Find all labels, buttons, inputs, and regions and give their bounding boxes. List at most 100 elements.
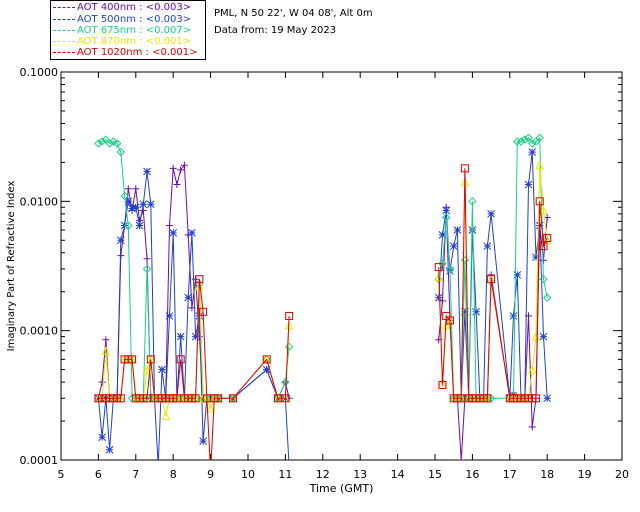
x-tick-label: 6: [95, 468, 102, 481]
data-point-aot-500nm: [528, 148, 537, 157]
data-point-aot-500nm: [442, 206, 451, 215]
legend-label: AOT 500nm : <0.003>: [77, 14, 192, 25]
legend-swatch: [53, 18, 75, 20]
data-point-aot-500nm: [191, 332, 200, 341]
x-tick-label: 10: [241, 468, 255, 481]
data-point-aot-500nm: [176, 332, 185, 341]
data-point-aot-500nm: [468, 226, 477, 234]
legend-label: AOT 675nm : <0.007>: [77, 25, 192, 36]
data-point-aot-1020nm: [116, 394, 125, 403]
data-point-aot-1020nm: [543, 234, 552, 243]
x-tick-label: 11: [278, 468, 292, 481]
y-tick-label: 0.0001: [20, 454, 59, 467]
data-point-aot-675nm: [468, 197, 477, 206]
legend-label: AOT 400nm : <0.003>: [77, 2, 192, 13]
data-point-aot-500nm: [513, 271, 522, 279]
site-info: PML, N 50 22', W 04 08', Alt 0m: [214, 8, 373, 19]
data-point-aot-400nm: [124, 185, 132, 193]
data-point-aot-870nm: [441, 320, 451, 330]
data-point-aot-500nm: [155, 462, 162, 469]
data-point-aot-1020nm: [146, 355, 155, 364]
data-point-aot-500nm: [169, 229, 178, 237]
x-axis-label: Time (GMT): [309, 482, 374, 495]
data-point-aot-675nm: [442, 213, 451, 222]
x-tick-label: 9: [207, 468, 214, 481]
data-point-aot-400nm: [165, 222, 173, 230]
x-tick-label: 8: [170, 468, 177, 481]
data-point-aot-675nm: [520, 135, 529, 144]
data-point-aot-400nm: [102, 336, 110, 344]
data-point-aot-400nm: [132, 185, 140, 193]
data-point-aot-400nm: [173, 180, 181, 188]
data-point-aot-675nm: [94, 139, 103, 148]
data-point-aot-1020nm: [531, 394, 540, 403]
plot-frame: [60, 71, 623, 461]
data-point-aot-870nm: [531, 331, 541, 341]
data-point-aot-500nm: [438, 231, 447, 239]
data-point-aot-675nm: [460, 256, 470, 265]
data-point-aot-1020nm: [487, 275, 496, 284]
series-line-aot-1020nm: [98, 168, 548, 460]
data-point-aot-1020nm: [262, 355, 271, 364]
data-point-aot-675nm: [539, 274, 548, 284]
data-point-aot-870nm: [284, 320, 294, 330]
data-point-aot-1020nm: [438, 381, 447, 390]
data-point-aot-1020nm: [460, 164, 469, 173]
data-point-aot-1020nm: [434, 263, 443, 272]
y-tick-label: 0.0010: [20, 325, 59, 338]
series-aot-400nm: [94, 161, 551, 460]
data-point-aot-675nm: [124, 221, 133, 230]
legend-label: AOT 870nm : <0.001>: [77, 36, 192, 47]
legend-item-870nm: AOT 870nm : <0.001>: [53, 36, 191, 47]
plot-area: [94, 133, 552, 469]
legend-item-1020nm: AOT 1020nm : <0.001>: [53, 47, 197, 58]
data-point-aot-675nm: [513, 137, 522, 146]
legend-swatch: [53, 6, 75, 8]
data-point-aot-675nm: [535, 133, 544, 142]
date-info: Data from: 19 May 2023: [214, 25, 337, 36]
data-point-aot-675nm: [284, 342, 294, 352]
data-point-aot-1020nm: [191, 394, 200, 403]
data-point-aot-500nm: [98, 433, 106, 442]
data-point-aot-675nm: [542, 293, 552, 302]
data-point-aot-1020nm: [483, 394, 492, 403]
y-axis-label: Imaginary Part of Refractive Index: [6, 181, 17, 352]
data-point-aot-1020nm: [285, 311, 294, 320]
data-point-aot-500nm: [131, 203, 140, 212]
data-point-aot-1020nm: [128, 355, 137, 364]
data-point-aot-1020nm: [445, 316, 454, 325]
data-point-aot-1020nm: [535, 197, 544, 206]
data-point-aot-500nm: [262, 365, 271, 374]
legend-swatch: [53, 29, 75, 31]
data-point-aot-500nm: [188, 229, 196, 237]
data-point-aot-400nm: [528, 423, 536, 431]
data-point-aot-500nm: [195, 312, 204, 320]
data-point-aot-870nm: [101, 346, 111, 355]
data-point-aot-500nm: [539, 332, 548, 341]
data-point-aot-1020nm: [281, 394, 290, 403]
data-point-aot-500nm: [139, 200, 148, 209]
legend-label: AOT 1020nm : <0.001>: [77, 47, 198, 58]
data-point-aot-400nm: [457, 456, 465, 460]
data-point-aot-500nm: [532, 253, 540, 262]
data-point-aot-400nm: [143, 255, 151, 263]
data-point-aot-675nm: [445, 264, 455, 274]
data-point-aot-500nm: [453, 226, 462, 234]
data-point-aot-870nm: [206, 403, 215, 413]
data-point-aot-500nm: [509, 312, 518, 320]
data-point-aot-870nm: [161, 411, 171, 420]
legend-swatch: [53, 40, 75, 42]
data-point-aot-1020nm: [539, 242, 548, 251]
data-point-aot-500nm: [146, 200, 155, 209]
data-point-aot-500nm: [124, 197, 133, 206]
data-point-aot-500nm: [135, 221, 144, 230]
x-tick-label: 18: [540, 468, 554, 481]
data-point-aot-500nm: [199, 437, 207, 445]
data-point-aot-500nm: [105, 445, 114, 454]
data-point-aot-870nm: [539, 205, 548, 215]
data-point-aot-500nm: [543, 394, 552, 403]
legend-item-400nm: AOT 400nm : <0.003>: [53, 2, 191, 13]
data-point-aot-675nm: [516, 137, 526, 146]
data-point-aot-675nm: [120, 191, 129, 201]
series-aot-500nm: [94, 148, 552, 469]
